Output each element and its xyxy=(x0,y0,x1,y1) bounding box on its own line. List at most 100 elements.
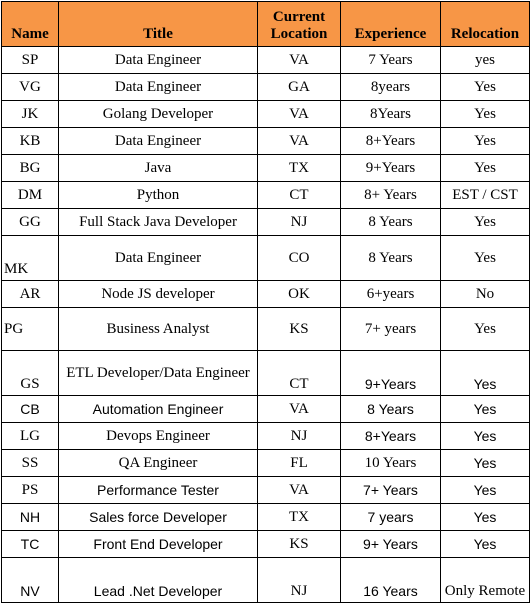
cell-location: VA xyxy=(257,476,341,504)
table-row: PS Performance Tester VA 7+ Years Yes xyxy=(1,476,530,504)
cell-location: VA xyxy=(257,46,341,74)
cell-experience: 7 Years xyxy=(340,46,441,74)
cell-name: CB xyxy=(1,395,59,423)
cell-title: Golang Developer xyxy=(58,100,258,128)
cell-location: FL xyxy=(257,449,341,477)
table-row: AR Node JS developer OK 6+years No xyxy=(1,280,530,308)
cell-experience: 8 Years xyxy=(340,235,441,281)
cell-name: MK xyxy=(1,235,59,281)
cell-relocation: Yes xyxy=(440,127,530,155)
cell-experience: 9+ Years xyxy=(340,530,441,558)
table-row: MK Data Engineer CO 8 Years Yes xyxy=(1,235,530,281)
cell-experience: 8 Years xyxy=(340,395,441,423)
cell-location: CT xyxy=(257,181,341,209)
cell-name: GS xyxy=(1,350,59,396)
cell-title: Automation Engineer xyxy=(58,395,258,423)
header-relocation: Relocation xyxy=(440,1,530,47)
table-row: DM Python CT 8+ Years EST / CST xyxy=(1,181,530,209)
cell-relocation: Yes xyxy=(440,395,530,423)
cell-location: TX xyxy=(257,503,341,531)
table-body: SP Data Engineer VA 7 Years yes VG Data Engine… xyxy=(1,46,530,603)
cell-title: QA Engineer xyxy=(58,449,258,477)
cell-title: Data Engineer xyxy=(58,46,258,74)
table-row: LG Devops Engineer NJ 8+Years Yes xyxy=(1,422,530,450)
cell-name: GG xyxy=(1,208,59,236)
cell-experience: 16 Years xyxy=(340,557,441,603)
cell-relocation: Yes xyxy=(440,476,530,504)
cell-experience: 8+Years xyxy=(340,422,441,450)
cell-name: DM xyxy=(1,181,59,209)
cell-experience: 7 years xyxy=(340,503,441,531)
cell-relocation: Yes xyxy=(440,100,530,128)
table-row: CB Automation Engineer VA 8 Years Yes xyxy=(1,395,530,423)
cell-name: KB xyxy=(1,127,59,155)
cell-relocation: Yes xyxy=(440,449,530,477)
table-row: BG Java TX 9+Years Yes xyxy=(1,154,530,182)
cell-relocation: Yes xyxy=(440,503,530,531)
cell-name: BG xyxy=(1,154,59,182)
header-current-location: Current Location xyxy=(257,1,341,47)
table-row: SS QA Engineer FL 10 Years Yes xyxy=(1,449,530,477)
cell-relocation: yes xyxy=(440,46,530,74)
header-experience: Experience xyxy=(340,1,441,47)
cell-experience: 7+ years xyxy=(340,307,441,351)
table-row: SP Data Engineer VA 7 Years yes xyxy=(1,46,530,74)
cell-title: Data Engineer xyxy=(58,73,258,101)
table-row: GG Full Stack Java Developer NJ 8 Years Yes xyxy=(1,208,530,236)
table-row: PG Business Analyst KS 7+ years Yes xyxy=(1,307,530,351)
cell-name: TC xyxy=(1,530,59,558)
cell-experience: 8 Years xyxy=(340,208,441,236)
header-name: Name xyxy=(1,1,59,47)
cell-title: Devops Engineer xyxy=(58,422,258,450)
cell-title: Node JS developer xyxy=(58,280,258,308)
cell-name: LG xyxy=(1,422,59,450)
cell-title: Business Analyst xyxy=(58,307,258,351)
cell-relocation: Yes xyxy=(440,73,530,101)
cell-title: Lead .Net Developer xyxy=(58,557,258,603)
cell-name: PG xyxy=(1,307,59,351)
cell-experience: 8Years xyxy=(340,100,441,128)
table-row: TC Front End Developer KS 9+ Years Yes xyxy=(1,530,530,558)
table-row: KB Data Engineer VA 8+Years Yes xyxy=(1,127,530,155)
cell-experience: 8years xyxy=(340,73,441,101)
cell-location: VA xyxy=(257,100,341,128)
cell-location: VA xyxy=(257,395,341,423)
cell-name: PS xyxy=(1,476,59,504)
cell-relocation: Yes xyxy=(440,235,530,281)
cell-location: VA xyxy=(257,127,341,155)
cell-name: SS xyxy=(1,449,59,477)
cell-name: SP xyxy=(1,46,59,74)
cell-location: CT xyxy=(257,350,341,396)
table-row: NH Sales force Developer TX 7 years Yes xyxy=(1,503,530,531)
header-title: Title xyxy=(58,1,258,47)
table-row: NV Lead .Net Developer NJ 16 Years Only Remo… xyxy=(1,557,530,603)
cell-relocation: Yes xyxy=(440,530,530,558)
cell-relocation: EST / CST xyxy=(440,181,530,209)
cell-experience: 9+Years xyxy=(340,154,441,182)
cell-title: Sales force Developer xyxy=(58,503,258,531)
cell-experience: 8+Years xyxy=(340,127,441,155)
cell-title: Data Engineer xyxy=(58,235,258,281)
cell-relocation: Yes xyxy=(440,208,530,236)
cell-name: AR xyxy=(1,280,59,308)
table-row: JK Golang Developer VA 8Years Yes xyxy=(1,100,530,128)
cell-title: Front End Developer xyxy=(58,530,258,558)
cell-relocation: Yes xyxy=(440,307,530,351)
cell-relocation: Yes xyxy=(440,422,530,450)
cell-title: Python xyxy=(58,181,258,209)
table-row: GS ETL Developer/Data Engineer CT 9+Years Ye… xyxy=(1,350,530,396)
cell-experience: 10 Years xyxy=(340,449,441,477)
cell-name: NH xyxy=(1,503,59,531)
cell-name: VG xyxy=(1,73,59,101)
cell-experience: 9+Years xyxy=(340,350,441,396)
cell-title: Data Engineer xyxy=(58,127,258,155)
cell-relocation: Only Remote xyxy=(440,557,530,603)
cell-location: NJ xyxy=(257,422,341,450)
cell-name: JK xyxy=(1,100,59,128)
cell-location: OK xyxy=(257,280,341,308)
cell-location: NJ xyxy=(257,557,341,603)
cell-experience: 6+years xyxy=(340,280,441,308)
cell-relocation: No xyxy=(440,280,530,308)
